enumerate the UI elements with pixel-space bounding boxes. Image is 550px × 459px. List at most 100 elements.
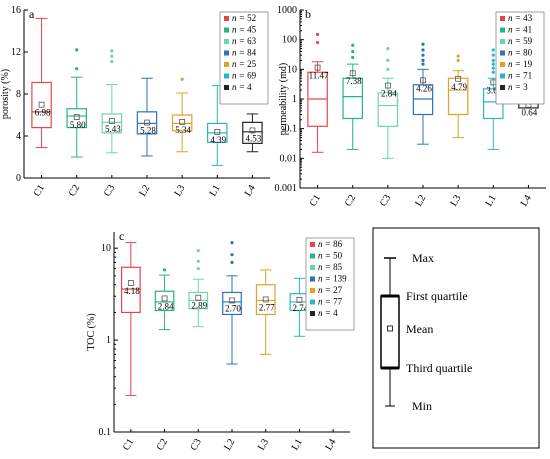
outlier-point [386,58,390,63]
legend-n-value: 84 [247,48,257,58]
legend-entry: n = 25 [232,59,257,69]
legend-n-prefix: n = [508,71,523,81]
mean-value-label: 2.70 [225,303,241,313]
y-tick-label: 0.1 [285,124,298,135]
outlier-point [491,70,495,74]
outlier-point [386,67,390,71]
legend-n-prefix: n = [508,59,523,69]
panel-label: b [305,7,311,21]
mean-marker [195,294,202,301]
y-tick-label: 16 [11,5,21,16]
outlier-point [75,48,79,52]
legend: n = 52n = 45n = 63n = 84n = 25n = 69n = … [219,11,269,105]
x-tick-label: C3 [102,183,117,199]
outlier-point [315,32,320,37]
outlier-point [230,241,234,245]
legend-n-value: 50 [333,251,343,261]
key-first-quartile-label: First quartile [406,289,468,303]
legend-n-value: 4 [247,82,252,92]
x-tick-label: L4 [519,193,534,208]
y-tick-label: 1 [106,335,111,346]
mean-value-label: 5.43 [105,124,121,134]
legend-n-prefix: n = [232,82,247,92]
key-mean-label: Mean [406,322,433,336]
legend-n-prefix: n = [508,82,523,92]
mean-value-label: 2.77 [259,302,275,312]
legend-n-prefix: n = [318,308,333,318]
mean-marker [384,82,391,89]
x-tick-label: L3 [172,183,187,198]
legend-n-value: 77 [333,297,343,307]
mean-marker [38,101,45,108]
outlier-point [351,49,355,54]
mean-value-label: 4.53 [246,133,262,143]
legend-swatch [310,288,315,293]
mean-value-label: 2.84 [158,301,174,311]
legend-n-prefix: n = [508,36,523,46]
outlier-point [110,49,114,53]
legend-entry: n = 27 [318,285,343,295]
legend-entry: n = 63 [232,36,257,46]
x-tick-label: L1 [290,437,305,452]
outlier-point [110,54,114,58]
legend-swatch [224,50,229,56]
legend-swatch [500,73,505,79]
mean-value-label: 4.26 [416,83,432,93]
legend-swatch [310,299,315,305]
legend-swatch [500,39,505,44]
legend-swatch [224,39,229,44]
legend-entry: n = 139 [318,274,347,284]
y-tick-label: 0 [16,173,21,184]
mean-value-label: 5.28 [140,126,156,136]
mean-marker [108,118,115,124]
legend-n-prefix: n = [318,262,333,272]
mean-value-label: 4.18 [124,286,140,296]
mean-marker [144,119,150,126]
outlier-point [491,58,495,63]
outlier-point [75,67,79,71]
key-min-label: Min [412,399,432,413]
box-c3: 5.43 [101,49,123,154]
mean-value-label: 11.47 [309,71,329,81]
outlier-point [421,53,425,57]
mean-value-label: 2.89 [191,301,207,311]
box-l3: 2.77 [255,269,276,355]
legend-entry: n = 85 [318,262,343,272]
mean-value-label: 5.80 [70,120,86,130]
y-tick-label: 100 [282,35,297,46]
mean-marker [214,129,221,135]
mean-value-label: 0.64 [522,108,538,118]
outlier-point [456,54,460,58]
x-tick-label: L4 [323,437,338,452]
legend-entry: n = 43 [508,13,533,23]
x-tick-label: C3 [378,193,393,209]
x-tick-label: L2 [222,437,237,452]
iqr-box [222,291,242,316]
key-max-label: Max [412,251,434,265]
legend-n-prefix: n = [318,274,333,284]
mean-marker [420,77,426,84]
box-plot-key: Max First quartile Mean Third quartile Min [372,227,540,449]
x-tick-label: C2 [67,183,82,199]
outlier-point [491,53,495,57]
legend-swatch [224,73,229,79]
box-c2: 2.84 [154,268,175,331]
legend-n-value: 86 [333,239,343,249]
key-box [380,295,400,369]
iqr-box [412,84,434,116]
legend-swatch [224,27,229,33]
outlier-point [230,253,234,257]
y-tick-label: 1 [292,94,297,105]
legend-n-prefix: n = [232,13,247,23]
outlier-point [351,55,355,60]
legend-entry: n = 45 [232,25,257,35]
legend-n-prefix: n = [232,71,247,81]
mean-value-label: 4.79 [451,82,467,92]
x-tick-label: L1 [208,183,223,198]
legend-n-value: 4 [333,308,338,318]
y-tick-label: 0.1 [99,427,112,438]
panel-a: a 0 4 8 12 16 porosity (%) 6.98 C1 5.80 C2 5.43 C3 5.… [0,5,270,199]
box-l3: 5.34 [171,77,193,153]
legend-n-prefix: n = [508,48,523,58]
